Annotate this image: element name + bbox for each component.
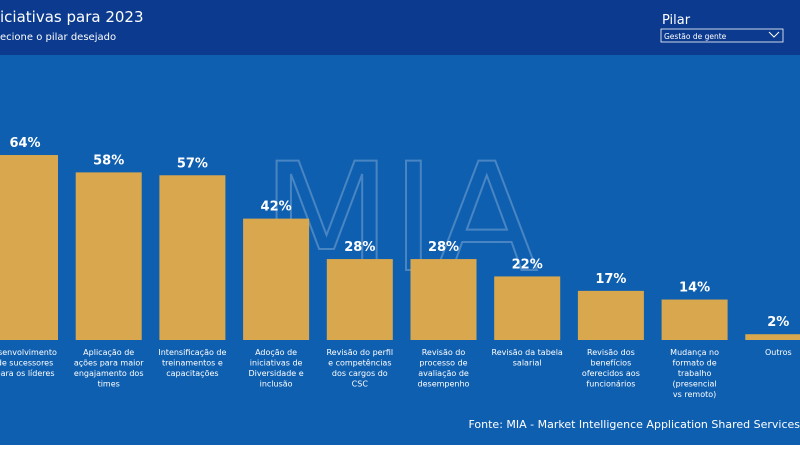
bar	[661, 299, 728, 340]
data-label: 22%	[512, 257, 543, 272]
category-label: esenvolvimento	[0, 348, 57, 357]
category-label: e competências	[328, 358, 391, 368]
category-label: CSC	[352, 380, 369, 389]
category-label: trabalho	[678, 369, 712, 378]
category-label: salarial	[513, 359, 542, 368]
category-label: avaliação de	[418, 369, 469, 378]
category-label: desempenho	[418, 380, 470, 389]
bar	[410, 259, 477, 340]
category-label: (presencial	[673, 380, 717, 389]
data-label: 42%	[261, 200, 292, 215]
data-label: 57%	[177, 156, 208, 171]
category-label: Aplicação de	[83, 348, 134, 357]
category-label: Revisão do	[422, 348, 466, 357]
dropdown-value[interactable]: Gestão de gente	[664, 32, 727, 41]
category-label: iniciativas de	[250, 359, 303, 368]
title: iciativas para 2023	[0, 8, 144, 26]
category-label: benefícios	[591, 359, 632, 368]
data-label: 28%	[428, 240, 459, 255]
category-label: para os líderes	[0, 369, 54, 378]
bar	[159, 175, 226, 340]
category-label: de sucessores	[0, 359, 53, 368]
category-label: Revisão dos	[587, 348, 635, 357]
category-label: ações para maior	[74, 359, 144, 368]
data-label: 28%	[344, 240, 375, 255]
category-label: Revisão do perfil	[326, 348, 393, 357]
category-label: Mudança no	[670, 348, 719, 357]
category-label: Adoção de	[255, 348, 297, 357]
bar	[494, 276, 561, 340]
filter-dropdown[interactable]: Gestão de gente	[660, 28, 784, 43]
category-label: Diversidade e	[249, 369, 304, 378]
category-label: Revisão da tabela	[492, 348, 563, 357]
data-label: 14%	[679, 281, 710, 296]
data-label: 17%	[595, 272, 626, 287]
source: Fonte: MIA - Market Intelligence Applica…	[468, 418, 800, 431]
category-label: formato de	[673, 359, 717, 368]
category-label: Outros	[765, 348, 792, 357]
category-label: Intensificação de	[158, 348, 226, 357]
category-label: treinamentos e	[162, 359, 223, 368]
category-label: processo de	[419, 359, 467, 368]
data-label: 2%	[767, 315, 789, 330]
filter-label: Pilar	[662, 13, 691, 28]
bar	[745, 334, 800, 340]
category-label: dos cargos do	[332, 369, 388, 378]
bar	[75, 172, 142, 340]
data-label: 64%	[9, 136, 40, 151]
bar	[0, 155, 58, 340]
category-label: funcionários	[586, 380, 635, 389]
category-label: capacitações	[166, 369, 218, 378]
category-label: vs remoto)	[673, 390, 716, 399]
dropdown-box[interactable]	[660, 28, 784, 43]
bar	[326, 259, 393, 340]
bar	[243, 218, 310, 340]
category-label: inclusão	[260, 380, 293, 389]
header-band	[0, 0, 800, 55]
data-label: 58%	[93, 153, 124, 168]
category-label: engajamento dos	[74, 369, 144, 378]
subtitle: ecione o pilar desejado	[0, 32, 116, 43]
bar	[577, 290, 644, 340]
category-label: times	[98, 380, 120, 389]
category-label: oferecidos aos	[582, 369, 640, 378]
dropdown-arrow[interactable]	[768, 31, 780, 38]
